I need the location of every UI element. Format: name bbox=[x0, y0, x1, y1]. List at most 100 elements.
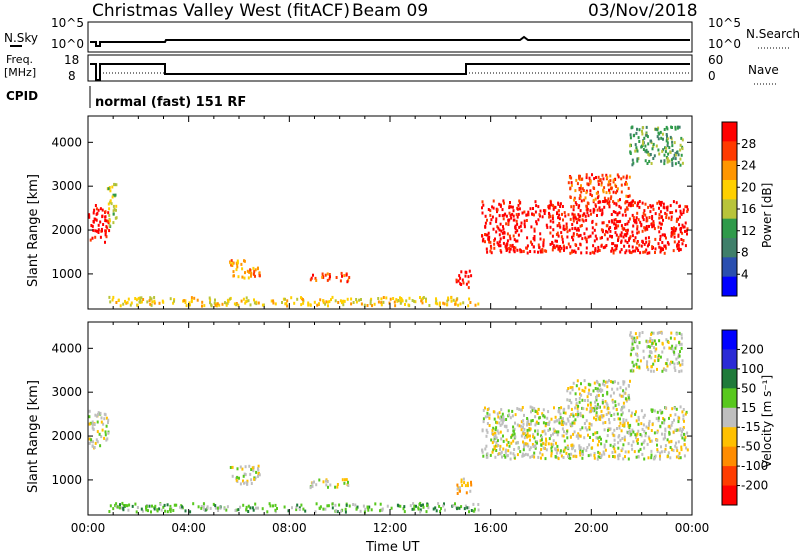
velocity-cell bbox=[653, 346, 655, 350]
power-ytick-label: 2000 bbox=[51, 223, 82, 237]
velocity-cell bbox=[420, 504, 423, 508]
velocity-cell bbox=[569, 386, 572, 390]
power-cell bbox=[525, 219, 528, 222]
power-cell bbox=[680, 153, 683, 157]
power-cell bbox=[557, 247, 560, 251]
power-cell bbox=[581, 218, 584, 222]
velocity-cell bbox=[656, 448, 659, 452]
velocity-cell bbox=[500, 437, 503, 441]
power-cell bbox=[603, 196, 606, 200]
velocity-cell bbox=[601, 393, 604, 397]
power-cell bbox=[638, 140, 641, 143]
velocity-cell bbox=[533, 455, 536, 459]
velocity-cell bbox=[548, 420, 551, 424]
power-cell bbox=[112, 295, 115, 299]
velocity-cell bbox=[650, 344, 653, 347]
velocity-cell bbox=[548, 427, 551, 431]
power-cell bbox=[459, 302, 462, 306]
power-cell bbox=[656, 128, 659, 132]
power-cell bbox=[667, 152, 670, 156]
velocity-cell bbox=[552, 427, 555, 431]
power-cell bbox=[636, 157, 639, 161]
power-cell bbox=[360, 302, 363, 306]
power-cell bbox=[647, 152, 650, 156]
power-cell bbox=[645, 133, 648, 137]
velocity-cell bbox=[581, 449, 584, 453]
velocity-cell bbox=[674, 369, 677, 372]
velocity-cell bbox=[506, 454, 509, 458]
velocity-cell bbox=[536, 441, 538, 445]
velocity-cell bbox=[326, 480, 329, 483]
power-cell bbox=[601, 221, 604, 225]
power-cell bbox=[608, 188, 610, 192]
velocity-cell bbox=[120, 506, 123, 510]
velocity-cell bbox=[578, 387, 581, 391]
power-cell bbox=[210, 304, 213, 308]
power-cell bbox=[509, 244, 512, 248]
power-cell bbox=[579, 209, 582, 213]
power-cell bbox=[641, 201, 644, 205]
power-cell bbox=[632, 249, 635, 253]
velocity-cell bbox=[569, 456, 572, 460]
velocity-cell bbox=[531, 419, 534, 422]
power-cell bbox=[236, 261, 239, 265]
power-cell bbox=[233, 302, 236, 306]
velocity-cell bbox=[251, 466, 254, 470]
velocity-cell bbox=[464, 484, 467, 488]
power-cell bbox=[509, 201, 511, 204]
power-cell bbox=[589, 189, 592, 193]
power-cell bbox=[679, 148, 682, 152]
power-cell bbox=[502, 199, 505, 203]
velocity-cell bbox=[104, 433, 107, 437]
velocity-cell bbox=[622, 382, 625, 386]
power-cell bbox=[535, 222, 538, 226]
velocity-cell bbox=[581, 388, 584, 392]
power-cell bbox=[529, 250, 532, 253]
velocity-cell bbox=[493, 437, 496, 441]
velocity-cell bbox=[344, 507, 347, 511]
power-cell bbox=[231, 262, 234, 266]
power-cell bbox=[602, 190, 605, 194]
power-cell bbox=[609, 229, 612, 233]
power-cell bbox=[641, 215, 644, 219]
velocity-cell bbox=[519, 450, 522, 454]
power-cell bbox=[659, 234, 662, 238]
velocity-cell bbox=[656, 331, 659, 335]
power-cell bbox=[554, 205, 557, 209]
power-cell bbox=[596, 208, 599, 212]
power-cell bbox=[561, 212, 563, 216]
velocity-cell bbox=[226, 505, 229, 509]
power-cell bbox=[589, 192, 592, 196]
power-cell bbox=[326, 278, 329, 282]
power-cell bbox=[643, 209, 646, 213]
velocity-cell bbox=[637, 415, 640, 419]
power-cell bbox=[467, 286, 470, 290]
power-cell bbox=[679, 248, 682, 252]
velocity-cell bbox=[214, 504, 217, 508]
velocity-cell bbox=[590, 423, 593, 427]
velocity-cell bbox=[495, 449, 498, 452]
power-cell bbox=[316, 303, 319, 307]
velocity-cell bbox=[121, 501, 124, 505]
power-cell bbox=[594, 204, 597, 208]
velocity-cell bbox=[122, 508, 125, 512]
velocity-cell bbox=[659, 355, 662, 359]
power-cell bbox=[508, 218, 511, 222]
power-cell bbox=[258, 274, 261, 278]
power-cell bbox=[252, 266, 255, 270]
velocity-cell bbox=[532, 435, 535, 439]
power-cell bbox=[506, 242, 509, 246]
velocity-cell bbox=[564, 411, 567, 415]
velocity-cell bbox=[106, 437, 109, 441]
velocity-cell bbox=[266, 510, 269, 514]
power-cell bbox=[484, 233, 486, 236]
power-cell bbox=[502, 217, 505, 221]
velocity-cell bbox=[100, 416, 103, 420]
power-cell bbox=[511, 244, 514, 248]
velocity-cell bbox=[655, 417, 658, 421]
velocity-ytick-label: 3000 bbox=[51, 385, 82, 399]
velocity-cell bbox=[664, 447, 667, 451]
power-cell bbox=[661, 247, 664, 251]
velocity-cell bbox=[593, 454, 596, 457]
nave-tick-top: 60 bbox=[708, 53, 723, 67]
